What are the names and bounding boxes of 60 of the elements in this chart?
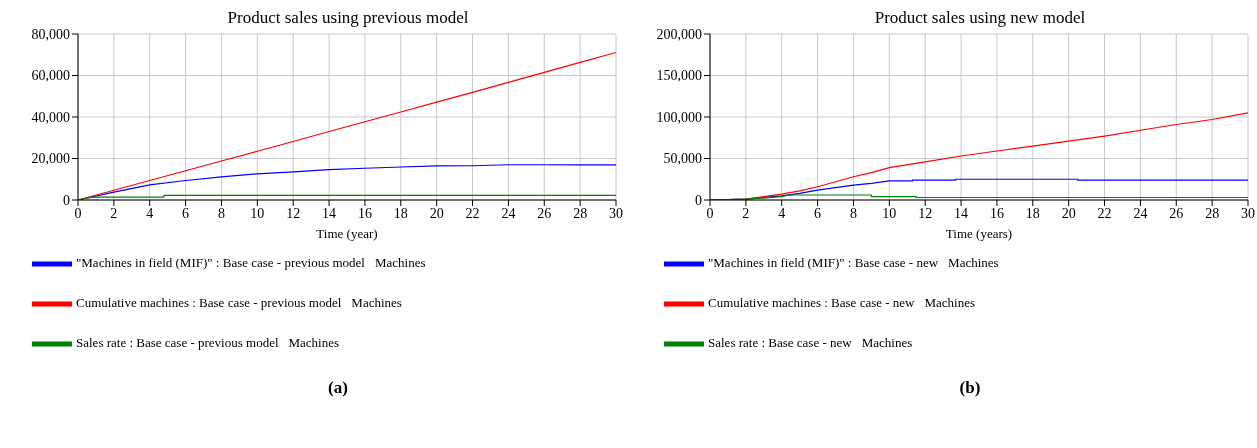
legend-label: Sales rate : Base case - previous model bbox=[76, 334, 279, 350]
x-tick-label: 20 bbox=[429, 205, 444, 221]
x-tick-label: 22 bbox=[465, 205, 480, 221]
x-tick-label: 6 bbox=[814, 205, 822, 221]
x-tick-label: 10 bbox=[250, 205, 265, 221]
text: Machines bbox=[351, 294, 402, 310]
y-tick-label: 80,000 bbox=[31, 26, 70, 42]
x-tick-label: 26 bbox=[537, 205, 552, 221]
x-tick-label: 6 bbox=[182, 205, 190, 221]
x-tick-label: 0 bbox=[74, 205, 82, 221]
text: Machines bbox=[861, 334, 913, 350]
x-tick-label: 4 bbox=[778, 205, 786, 221]
x-axis-title: Time (years) bbox=[945, 226, 1013, 241]
legend-label: "Machines in field (MIF)" : Base case - previous model bbox=[76, 254, 365, 270]
y-tick-label: 0 bbox=[695, 192, 702, 208]
y-tick-label: 60,000 bbox=[31, 68, 70, 84]
x-tick-label: 2 bbox=[110, 205, 118, 221]
text: Machines bbox=[374, 254, 426, 270]
x-tick-label: 16 bbox=[989, 205, 1004, 221]
text: Machines bbox=[948, 254, 999, 270]
x-tick-label: 8 bbox=[217, 205, 225, 221]
y-tick-label: 200,000 bbox=[656, 26, 702, 42]
y-tick-label: 50,000 bbox=[663, 151, 702, 167]
x-tick-label: 10 bbox=[882, 205, 897, 221]
y-tick-label: 100,000 bbox=[656, 109, 702, 125]
x-tick-label: 30 bbox=[609, 205, 623, 221]
text: (a) bbox=[327, 378, 349, 398]
x-tick-label: 12 bbox=[918, 205, 933, 221]
legend-label: Sales rate : Base case - new bbox=[708, 334, 852, 350]
x-tick-label: 24 bbox=[501, 205, 516, 221]
text: Machines bbox=[924, 294, 976, 310]
x-tick-label: 0 bbox=[706, 205, 714, 221]
x-tick-label: 28 bbox=[573, 205, 588, 221]
x-tick-label: 16 bbox=[357, 205, 372, 221]
chart-title: Product sales using new model bbox=[873, 8, 1087, 28]
text: (b) bbox=[958, 378, 982, 398]
x-tick-label: 4 bbox=[146, 205, 154, 221]
x-tick-label: 14 bbox=[954, 205, 969, 221]
legend-label: Cumulative machines : Base case - previous model bbox=[76, 294, 342, 310]
x-tick-label: 18 bbox=[393, 205, 408, 221]
legend-label: Cumulative machines : Base case - new bbox=[708, 294, 915, 310]
y-tick-label: 0 bbox=[63, 192, 70, 208]
x-tick-label: 2 bbox=[742, 205, 750, 221]
y-tick-label: 150,000 bbox=[656, 68, 702, 84]
x-tick-label: 22 bbox=[1097, 205, 1112, 221]
y-tick-label: 20,000 bbox=[31, 151, 70, 167]
x-tick-label: 18 bbox=[1025, 205, 1040, 221]
x-tick-label: 20 bbox=[1061, 205, 1076, 221]
y-tick-label: 40,000 bbox=[31, 109, 70, 125]
x-tick-label: 14 bbox=[322, 205, 337, 221]
text: Machines bbox=[288, 334, 340, 350]
x-tick-label: 26 bbox=[1169, 205, 1184, 221]
legend-label: "Machines in field (MIF)" : Base case - new bbox=[708, 254, 939, 270]
chart-title: Product sales using previous model bbox=[226, 8, 470, 28]
x-tick-label: 24 bbox=[1133, 205, 1148, 221]
x-axis-title: Time (year) bbox=[316, 226, 378, 241]
x-tick-label: 28 bbox=[1205, 205, 1220, 221]
x-tick-label: 8 bbox=[849, 205, 857, 221]
x-tick-label: 30 bbox=[1241, 205, 1255, 221]
x-tick-label: 12 bbox=[286, 205, 301, 221]
